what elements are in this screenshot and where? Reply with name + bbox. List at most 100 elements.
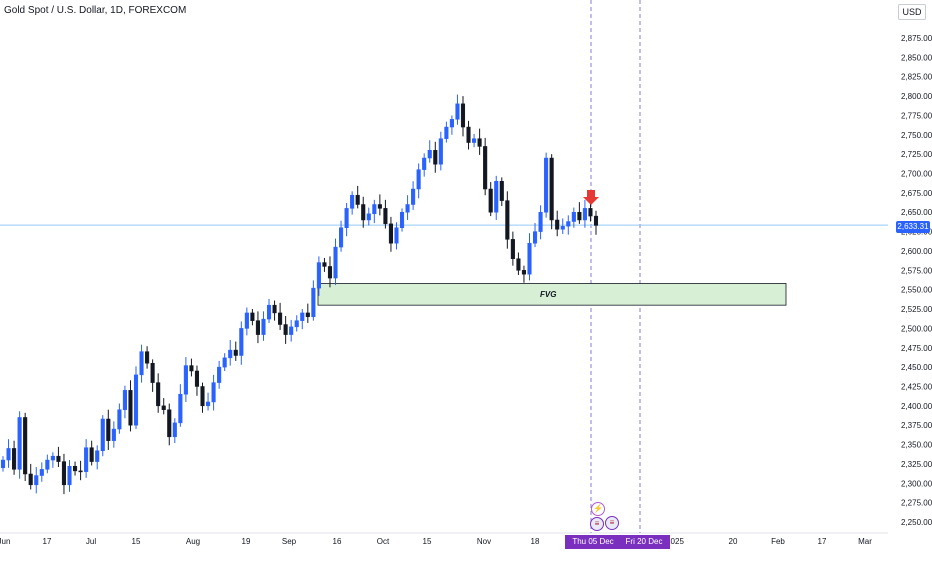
candle-body — [405, 204, 410, 213]
candle-body — [377, 204, 382, 209]
lightning-icon[interactable]: ⚡ — [591, 502, 605, 516]
candle-body — [56, 455, 61, 462]
candle-body — [72, 465, 78, 472]
x-tick-label: 15 — [132, 537, 141, 546]
us-flag-icon[interactable]: ≡ — [590, 517, 604, 531]
candle-body — [538, 211, 543, 232]
candle-body — [394, 227, 399, 244]
candle-body — [455, 103, 460, 120]
date-marker-2: Fri 20 Dec '24 — [618, 535, 670, 560]
candle-body — [250, 312, 255, 321]
y-tick-label: 2,450.00 — [901, 363, 932, 372]
candle-body — [272, 304, 277, 314]
candle-body — [477, 138, 482, 147]
candle-body — [566, 221, 571, 227]
candle-body — [549, 157, 554, 221]
x-tick-label: 15 — [423, 537, 432, 546]
candle-body — [34, 475, 39, 486]
y-tick-label: 2,275.00 — [901, 499, 932, 508]
us-flag-icon[interactable]: ≡ — [605, 516, 619, 530]
candle-body — [355, 194, 360, 205]
candle-body — [178, 393, 183, 424]
candle-body — [244, 312, 249, 329]
x-tick-label: Jun — [0, 537, 10, 546]
candle-body — [516, 258, 521, 271]
candle-body — [206, 401, 211, 407]
candle-body — [361, 204, 366, 221]
candle-body — [217, 366, 222, 383]
candle-body — [61, 461, 67, 486]
fvg-label: FVG — [540, 290, 557, 299]
y-tick-label: 2,475.00 — [901, 344, 932, 353]
y-tick-label: 2,775.00 — [901, 111, 932, 120]
y-tick-label: 2,675.00 — [901, 189, 932, 198]
candle-body — [366, 213, 371, 221]
candle-body — [333, 246, 338, 279]
candle-body — [499, 181, 504, 201]
candle-body — [344, 208, 349, 228]
candle-body — [577, 211, 582, 221]
currency-button[interactable]: USD — [898, 4, 926, 20]
candle-body — [239, 328, 244, 356]
candle-body — [372, 204, 377, 215]
candle-body — [50, 455, 55, 461]
y-tick-label: 2,800.00 — [901, 92, 932, 101]
candle-body — [433, 150, 438, 165]
candle-body — [17, 417, 22, 470]
candle-body — [117, 409, 122, 430]
candle-body — [294, 320, 299, 328]
candle-body — [544, 157, 549, 213]
x-tick-label: Feb — [771, 537, 785, 546]
candle-body — [23, 417, 28, 475]
candle-body — [156, 382, 161, 407]
x-tick-label: 18 — [531, 537, 540, 546]
x-tick-label: Jul — [86, 537, 96, 546]
candle-body — [78, 470, 83, 473]
candle-body — [510, 239, 515, 259]
candle-body — [133, 374, 139, 426]
candle-body — [194, 370, 200, 387]
candle-body — [527, 242, 532, 275]
candle-body — [494, 181, 499, 213]
y-tick-label: 2,875.00 — [901, 34, 932, 43]
x-tick-label: Oct — [377, 537, 390, 546]
candle-body — [438, 138, 443, 165]
candle-body — [28, 473, 33, 486]
y-tick-label: 2,375.00 — [901, 421, 932, 430]
candle-body — [472, 138, 477, 143]
x-tick-label: 20 — [729, 537, 738, 546]
candle-body — [305, 312, 310, 318]
y-tick-label: 2,300.00 — [901, 479, 932, 488]
y-tick-label: 2,325.00 — [901, 460, 932, 469]
candle-body — [488, 188, 493, 213]
candle-body — [582, 208, 587, 221]
y-tick-label: 2,550.00 — [901, 286, 932, 295]
price-chart[interactable]: 2,250.00 2,275.00 2,300.00 2,325.00 2,350.00… — [0, 0, 932, 550]
candle-body — [100, 418, 105, 452]
candle-body — [505, 200, 510, 240]
x-tick-label: 17 — [43, 537, 52, 546]
candle-body — [39, 469, 44, 476]
candle-body — [12, 448, 17, 470]
candle-body — [388, 223, 393, 244]
y-tick-label: 2,250.00 — [901, 518, 932, 527]
candle-body — [261, 318, 266, 335]
y-tick-label: 2,500.00 — [901, 324, 932, 333]
candle-body — [89, 447, 94, 462]
candle-body — [278, 312, 283, 325]
candle-body — [327, 266, 333, 279]
y-tick-label: 2,825.00 — [901, 73, 932, 82]
candle-body — [122, 390, 127, 410]
y-tick-label: 2,525.00 — [901, 305, 932, 314]
candle-body — [283, 324, 288, 335]
candle-body — [150, 362, 155, 383]
x-tick-label: 17 — [818, 537, 827, 546]
x-tick-label: 19 — [242, 537, 251, 546]
candle-body — [449, 119, 454, 128]
candle-body — [95, 450, 100, 462]
candle-body — [84, 447, 89, 472]
down-arrow-icon — [583, 190, 599, 205]
price-axis — [888, 0, 932, 550]
candle-body — [483, 146, 488, 190]
fvg-zone — [317, 283, 787, 306]
